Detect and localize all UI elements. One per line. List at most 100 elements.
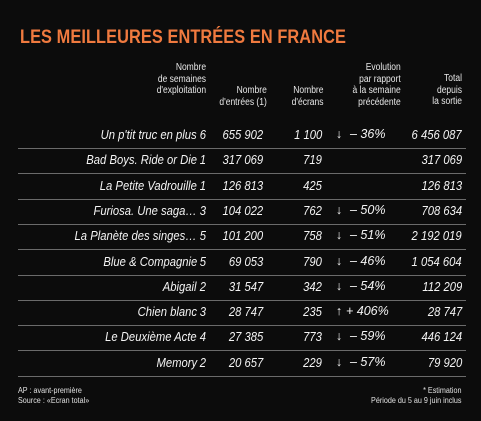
row-divider	[18, 350, 466, 352]
row-divider	[18, 375, 466, 377]
total-count: 126 813	[421, 178, 462, 193]
table-row: Un p'tit truc en plus 6 655 902 1 100 ↓ – 36%…	[0, 124, 481, 149]
footer-notes: AP : avant-première Source : «Ecran tota…	[18, 386, 90, 405]
evolution-cell: ↓ – 50%	[332, 202, 386, 217]
screens-count: 790	[303, 254, 322, 269]
evolution-cell: ↓ – 36%	[332, 127, 386, 141]
arrow-down-icon: ↓	[335, 253, 343, 268]
table-row: Bad Boys. Ride or Die 1 317 069 719 317 069	[0, 149, 481, 175]
total-count: 317 069	[421, 153, 462, 168]
evolution-value: + 406%	[346, 304, 389, 319]
total-count: 1 054 604	[411, 254, 462, 269]
entries-count: 104 022	[222, 203, 263, 218]
footer-period: * Estimation Période du 5 au 9 juin incl…	[371, 386, 462, 405]
evolution-value: – 50%	[350, 202, 386, 217]
total-count: 446 124	[421, 330, 462, 345]
film-title: La Planète des singes…	[75, 229, 197, 244]
entries-count: 655 902	[222, 128, 263, 142]
entries-count: 101 200	[222, 229, 263, 244]
entries-count: 31 547	[228, 279, 263, 294]
row-divider	[18, 223, 466, 225]
film-title: La Petite Vadrouille	[99, 178, 197, 193]
weeks-count: 3	[199, 305, 206, 320]
weeks-count: 5	[199, 254, 206, 269]
weeks-count: 6	[199, 128, 206, 142]
arrow-down-icon: ↓	[335, 127, 343, 141]
row-divider	[18, 148, 466, 149]
row-divider	[18, 173, 466, 175]
row-divider	[18, 274, 466, 276]
header-entries: Nombre d'entrées (1)	[219, 85, 267, 108]
table-row: Blue & Compagnie 5 69 053 790 ↓ – 46% 1 054 60…	[0, 251, 481, 276]
weeks-count: 2	[199, 279, 206, 294]
evolution-value: – 51%	[350, 228, 386, 243]
screens-count: 758	[303, 229, 322, 244]
table-row: La Planète des singes… 5 101 200 758 ↓ – 51% 2…	[0, 225, 481, 251]
film-title: Un p'tit truc en plus	[101, 128, 197, 142]
arrow-down-icon: ↓	[335, 354, 343, 369]
weeks-count: 5	[199, 229, 206, 244]
entries-count: 28 747	[228, 305, 263, 320]
header-evolution: Evolution par rapport à la semaine précé…	[352, 62, 401, 108]
weeks-count: 2	[199, 355, 206, 370]
evolution-value: – 57%	[350, 354, 386, 369]
evolution-cell	[332, 152, 336, 166]
screens-count: 235	[303, 305, 322, 320]
weeks-count: 4	[199, 330, 206, 345]
entries-count: 69 053	[228, 254, 263, 269]
evolution-value: – 59%	[350, 329, 386, 344]
screens-count: 342	[303, 279, 322, 294]
total-count: 112 209	[422, 279, 462, 294]
header-screens: Nombre d'écrans	[291, 85, 323, 108]
film-title: Furiosa. Une saga…	[93, 203, 197, 218]
screens-count: 762	[303, 203, 322, 218]
table-row: Memory 2 20 657 229 ↓ – 57% 79 920	[0, 352, 481, 377]
entries-count: 20 657	[228, 355, 263, 370]
evolution-value: – 46%	[350, 253, 386, 268]
weeks-count: 1	[199, 178, 206, 193]
page-title: LES MEILLEURES ENTRÉES EN FRANCE	[20, 27, 346, 48]
film-title: Chien blanc	[137, 305, 197, 320]
screens-count: 773	[303, 330, 322, 345]
table-row: Furiosa. Une saga… 3 104 022 762 ↓ – 50% 708 6…	[0, 200, 481, 225]
header-weeks: Nombre de semaines d'exploitation	[156, 62, 206, 96]
total-count: 2 192 019	[411, 229, 462, 244]
arrow-up-icon: ↑	[335, 304, 343, 319]
screens-count: 1 100	[293, 128, 322, 142]
evolution-value: – 36%	[350, 127, 386, 141]
total-count: 708 634	[421, 203, 462, 218]
table-row: Abigail 2 31 547 342 ↓ – 54% 112 209	[0, 276, 481, 301]
entries-count: 126 813	[222, 178, 263, 193]
evolution-cell	[332, 178, 336, 192]
table-row: Chien blanc 3 28 747 235 ↑ + 406% 28 747	[0, 301, 481, 327]
weeks-count: 1	[199, 153, 206, 168]
film-title: Bad Boys. Ride or Die	[86, 153, 197, 168]
weeks-count: 3	[199, 203, 206, 218]
arrow-down-icon: ↓	[335, 329, 343, 344]
arrow-down-icon: ↓	[335, 278, 343, 293]
total-count: 6 456 087	[411, 128, 462, 142]
total-count: 79 920	[427, 355, 462, 370]
evolution-value: – 54%	[350, 278, 386, 293]
screens-count: 425	[303, 178, 322, 193]
entries-count: 317 069	[222, 153, 263, 168]
arrow-down-icon: ↓	[335, 228, 343, 243]
arrow-down-icon: ↓	[335, 202, 343, 217]
row-divider	[18, 325, 466, 327]
evolution-cell: ↓ – 57%	[332, 354, 386, 369]
header-total: Total depuis la sortie	[432, 73, 462, 107]
film-title: Blue & Compagnie	[103, 254, 197, 269]
screens-count: 719	[303, 153, 322, 168]
film-title: Abigail	[163, 279, 197, 294]
screens-count: 229	[303, 355, 322, 370]
table-row: La Petite Vadrouille 1 126 813 425 126 813	[0, 175, 481, 200]
row-divider	[18, 198, 466, 200]
evolution-cell: ↓ – 59%	[332, 329, 386, 344]
evolution-cell: ↓ – 51%	[332, 228, 386, 243]
film-title: Memory	[156, 355, 197, 370]
evolution-cell: ↓ – 46%	[332, 253, 386, 268]
film-title: Le Deuxième Acte	[105, 330, 197, 345]
total-count: 28 747	[427, 305, 462, 320]
evolution-cell: ↑ + 406%	[332, 304, 389, 318]
